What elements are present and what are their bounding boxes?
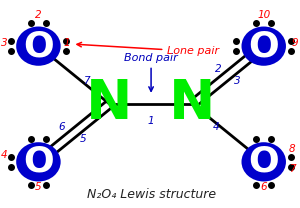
Ellipse shape (242, 27, 286, 66)
Text: 7: 7 (82, 76, 89, 86)
Text: 2: 2 (214, 64, 221, 74)
Text: 1: 1 (63, 38, 70, 48)
Text: 4: 4 (213, 122, 220, 132)
Text: 9: 9 (292, 38, 298, 48)
Text: 6: 6 (59, 122, 65, 132)
Text: 1: 1 (148, 115, 154, 126)
Text: O: O (248, 145, 279, 179)
Text: 3: 3 (234, 76, 240, 86)
Ellipse shape (16, 27, 61, 66)
Text: 3: 3 (1, 38, 8, 48)
Ellipse shape (242, 142, 286, 181)
Text: 8: 8 (289, 144, 295, 154)
Text: 5: 5 (35, 182, 42, 192)
Text: 4: 4 (1, 150, 8, 160)
Ellipse shape (16, 142, 61, 181)
Text: 6: 6 (260, 182, 267, 192)
Text: N: N (169, 77, 216, 131)
Text: 2: 2 (35, 10, 42, 20)
Text: N₂O₄ Lewis structure: N₂O₄ Lewis structure (86, 188, 216, 201)
Text: 7: 7 (289, 164, 295, 174)
Text: Bond pair: Bond pair (124, 53, 178, 91)
Text: 10: 10 (257, 10, 270, 20)
Text: Lone pair: Lone pair (77, 42, 220, 56)
Text: O: O (23, 29, 54, 63)
Text: N: N (86, 77, 133, 131)
Text: O: O (248, 29, 279, 63)
Text: 5: 5 (80, 134, 86, 144)
Text: O: O (23, 145, 54, 179)
